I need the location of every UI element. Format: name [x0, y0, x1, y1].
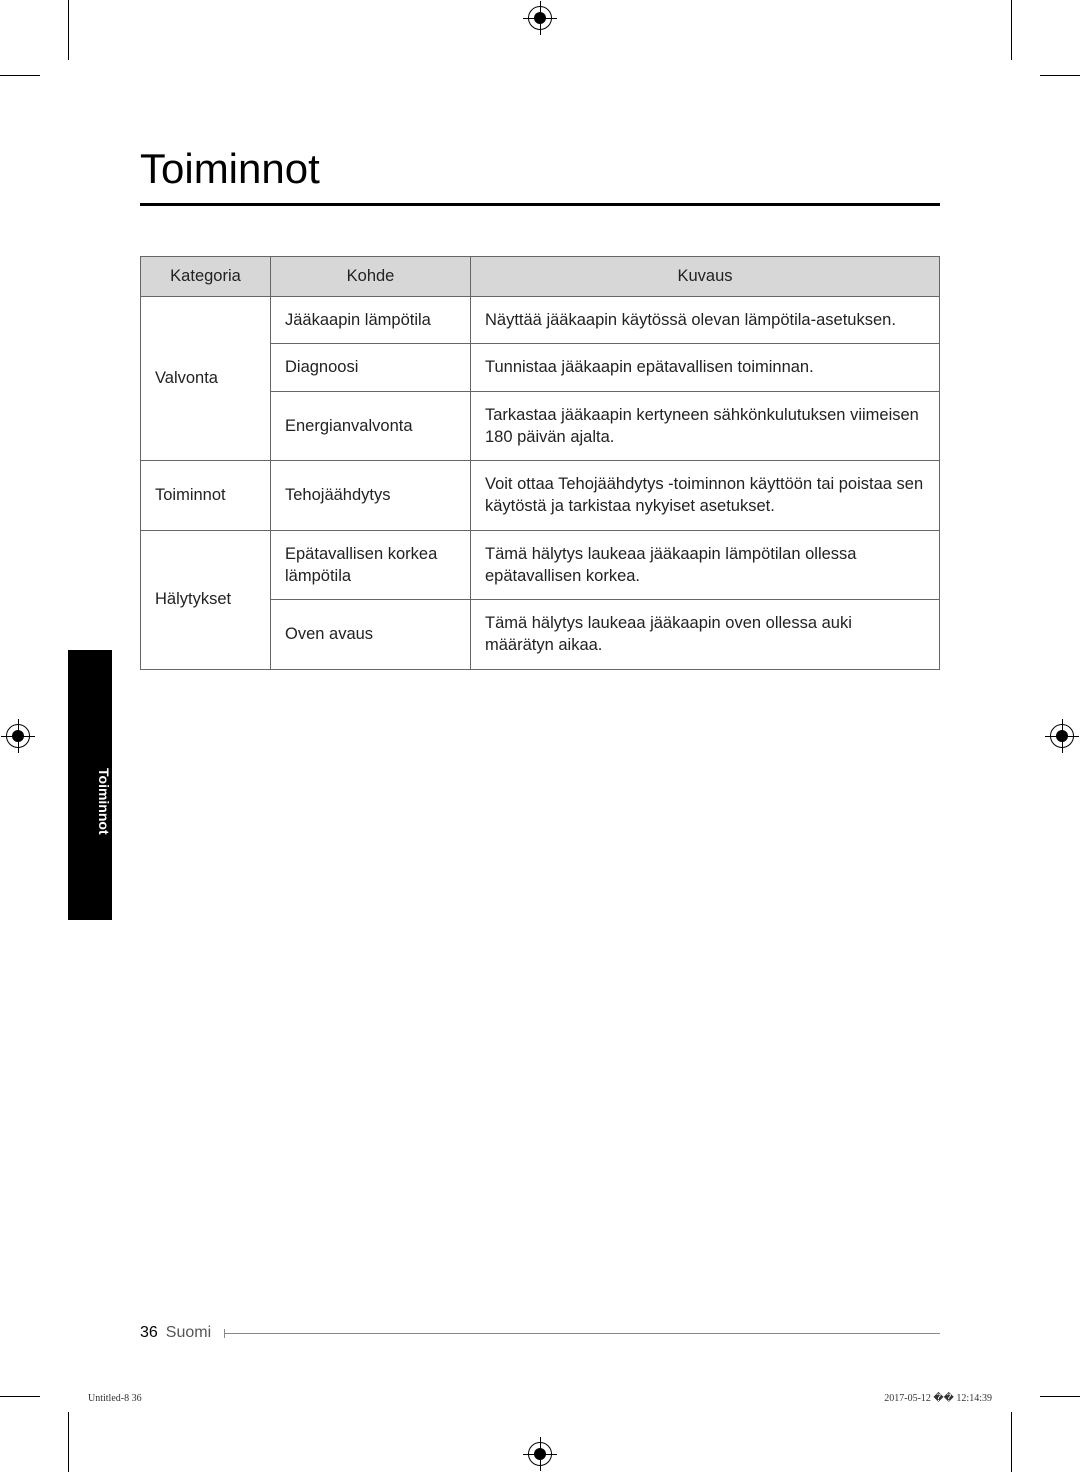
- col-header-description: Kuvaus: [471, 257, 940, 297]
- table-row: Valvonta Jääkaapin lämpötila Näyttää jää…: [141, 297, 940, 344]
- table-header-row: Kategoria Kohde Kuvaus: [141, 257, 940, 297]
- cell-desc: Näyttää jääkaapin käytössä olevan lämpöt…: [471, 297, 940, 344]
- cell-item: Diagnoosi: [271, 344, 471, 391]
- print-meta-timestamp: 2017-05-12 �� 12:14:39: [884, 1393, 992, 1404]
- crop-mark: [1011, 1412, 1012, 1472]
- page-footer: 36 Suomi: [140, 1324, 940, 1342]
- cell-item: Jääkaapin lämpötila: [271, 297, 471, 344]
- section-tab: Toiminnot: [68, 650, 112, 920]
- cell-desc: Tämä hälytys laukeaa jääkaapin lämpötila…: [471, 530, 940, 600]
- crop-mark: [68, 0, 69, 60]
- col-header-item: Kohde: [271, 257, 471, 297]
- print-meta-filename: Untitled-8 36: [88, 1393, 142, 1404]
- cell-category: Toiminnot: [141, 461, 271, 531]
- cell-item: Oven avaus: [271, 600, 471, 670]
- cell-category: Valvonta: [141, 297, 271, 461]
- crop-mark: [1040, 75, 1080, 76]
- table-row: Toiminnot Tehojäähdytys Voit ottaa Tehoj…: [141, 461, 940, 531]
- registration-mark-icon: [528, 1442, 552, 1466]
- registration-mark-icon: [1050, 724, 1074, 748]
- crop-mark: [1040, 1396, 1080, 1397]
- cell-item: Epätavallisen korkea lämpötila: [271, 530, 471, 600]
- crop-mark: [68, 1412, 69, 1472]
- crop-mark: [1011, 0, 1012, 60]
- registration-mark-icon: [528, 6, 552, 30]
- table-row: Hälytykset Epätavallisen korkea lämpötil…: [141, 530, 940, 600]
- col-header-category: Kategoria: [141, 257, 271, 297]
- registration-mark-icon: [6, 724, 30, 748]
- crop-mark: [0, 75, 40, 76]
- cell-item: Energianvalvonta: [271, 391, 471, 461]
- cell-desc: Voit ottaa Tehojäähdytys -toiminnon käyt…: [471, 461, 940, 531]
- cell-item: Tehojäähdytys: [271, 461, 471, 531]
- cell-desc: Tarkastaa jääkaapin kertyneen sähkönkulu…: [471, 391, 940, 461]
- page-content: Toiminnot Kategoria Kohde Kuvaus Valvont…: [140, 145, 940, 670]
- page-number: 36: [140, 1324, 158, 1342]
- cell-desc: Tunnistaa jääkaapin epätavallisen toimin…: [471, 344, 940, 391]
- page-title: Toiminnot: [140, 145, 940, 206]
- cell-desc: Tämä hälytys laukeaa jääkaapin oven olle…: [471, 600, 940, 670]
- functions-table: Kategoria Kohde Kuvaus Valvonta Jääkaapi…: [140, 256, 940, 670]
- language-label: Suomi: [166, 1324, 211, 1342]
- footer-rule: [225, 1333, 940, 1334]
- crop-mark: [0, 1396, 40, 1397]
- cell-category: Hälytykset: [141, 530, 271, 669]
